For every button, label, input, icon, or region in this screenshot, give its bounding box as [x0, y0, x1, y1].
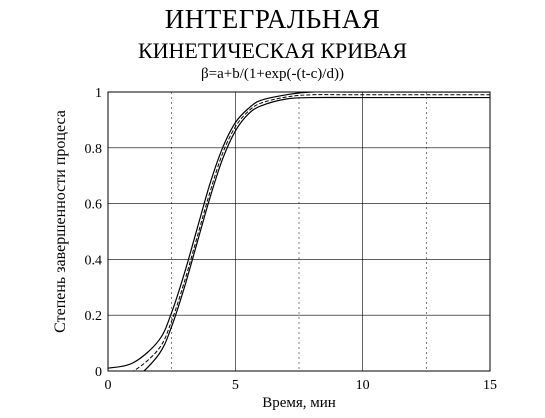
- series-line-fit: [132, 94, 490, 371]
- y-tick-label: 0: [95, 365, 102, 380]
- series-lines: [108, 92, 490, 371]
- y-axis-label: Степень завершенности процеса: [52, 110, 69, 333]
- y-tick-label: 0.4: [85, 253, 103, 268]
- x-tick-label: 5: [232, 378, 239, 393]
- series-line-bound-0: [143, 96, 490, 371]
- x-tick-label: 15: [483, 378, 497, 393]
- series-line-bound-2: [108, 92, 490, 369]
- y-tick-label: 0.8: [85, 142, 103, 157]
- tick-labels: 0 5 10 15 0 0.2 0.4 0.6 0.8 1: [85, 86, 498, 393]
- chart-formula: β=a+b/(1+exp(-(t-c)/d)): [201, 66, 344, 82]
- x-axis-label: Время, мин: [262, 395, 336, 411]
- y-tick-label: 0.2: [85, 309, 103, 324]
- y-tick-label: 0.6: [85, 198, 103, 213]
- plot-frame: [107, 91, 491, 372]
- x-tick-label: 0: [105, 378, 112, 393]
- chart-subtitle: КИНЕТИЧЕСКАЯ КРИВАЯ: [137, 38, 407, 63]
- x-tick-label: 10: [356, 378, 370, 393]
- y-tick-label: 1: [95, 86, 102, 101]
- chart-title: ИНТЕГРАЛЬНАЯ: [164, 4, 381, 34]
